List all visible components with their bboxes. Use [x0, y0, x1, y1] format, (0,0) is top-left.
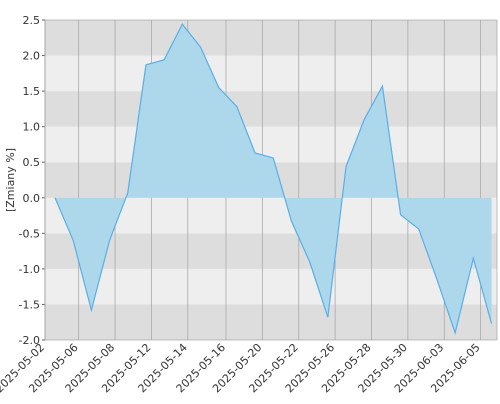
- band: [45, 268, 497, 305]
- band: [45, 91, 497, 127]
- y-tick-label: -2.0: [19, 334, 40, 347]
- band: [45, 20, 497, 56]
- y-tick-label: 1.0: [23, 121, 41, 134]
- band: [45, 55, 497, 92]
- band: [45, 304, 497, 340]
- y-tick-label: -1.0: [19, 263, 40, 276]
- plot-border: [44, 19, 498, 341]
- y-tick-label: 2.0: [23, 50, 41, 63]
- line: [54, 23, 493, 336]
- y-tick-label: 0.0: [23, 192, 41, 205]
- y-tick-label: 2.5: [23, 14, 41, 27]
- band: [45, 233, 497, 269]
- y-axis-label: [Zmiany %]: [4, 148, 17, 212]
- y-tick-label: -1.5: [19, 298, 40, 311]
- area: [55, 24, 492, 333]
- band: [45, 126, 497, 163]
- y-tick-label: 0.5: [23, 156, 41, 169]
- y-tick-label: 1.5: [23, 85, 41, 98]
- y-tick-label: -0.5: [19, 227, 40, 240]
